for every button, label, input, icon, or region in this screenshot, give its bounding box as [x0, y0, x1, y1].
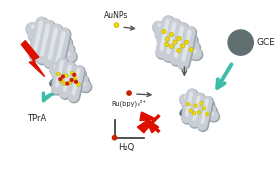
Circle shape: [112, 136, 117, 140]
Circle shape: [186, 102, 190, 106]
Ellipse shape: [51, 77, 89, 87]
Circle shape: [173, 40, 177, 44]
Circle shape: [169, 33, 173, 37]
Circle shape: [205, 112, 209, 116]
Polygon shape: [145, 118, 159, 133]
Circle shape: [77, 82, 81, 86]
Circle shape: [71, 71, 75, 75]
Text: TPrA: TPrA: [27, 114, 47, 123]
Circle shape: [189, 48, 193, 52]
Ellipse shape: [181, 107, 217, 117]
Ellipse shape: [50, 77, 90, 91]
Text: H₂Q: H₂Q: [118, 143, 134, 152]
Circle shape: [200, 101, 203, 105]
Circle shape: [184, 40, 189, 44]
Polygon shape: [21, 41, 45, 77]
Circle shape: [114, 23, 119, 28]
Text: AuNPs: AuNPs: [104, 11, 129, 20]
Circle shape: [192, 112, 196, 115]
Circle shape: [68, 81, 72, 85]
Circle shape: [70, 79, 73, 81]
Circle shape: [63, 82, 66, 85]
Text: GCE: GCE: [256, 38, 275, 47]
Circle shape: [162, 29, 166, 34]
Circle shape: [59, 79, 63, 83]
Circle shape: [169, 45, 173, 49]
Circle shape: [165, 37, 170, 41]
Circle shape: [127, 91, 131, 95]
Text: Ru(bpy)₃²⁺: Ru(bpy)₃²⁺: [112, 100, 147, 107]
Circle shape: [165, 42, 169, 46]
Circle shape: [65, 74, 68, 78]
Circle shape: [57, 72, 60, 76]
Circle shape: [189, 109, 193, 113]
Circle shape: [228, 30, 253, 55]
Circle shape: [73, 76, 77, 80]
Polygon shape: [137, 118, 151, 133]
Circle shape: [61, 75, 64, 78]
Circle shape: [177, 48, 181, 53]
Circle shape: [75, 80, 77, 83]
Circle shape: [194, 104, 198, 108]
Circle shape: [59, 78, 62, 81]
Circle shape: [197, 111, 201, 114]
Circle shape: [177, 36, 181, 40]
Circle shape: [202, 106, 206, 110]
Ellipse shape: [180, 107, 218, 120]
Polygon shape: [140, 112, 156, 121]
Circle shape: [66, 82, 69, 85]
Circle shape: [73, 73, 76, 76]
Circle shape: [181, 44, 185, 48]
